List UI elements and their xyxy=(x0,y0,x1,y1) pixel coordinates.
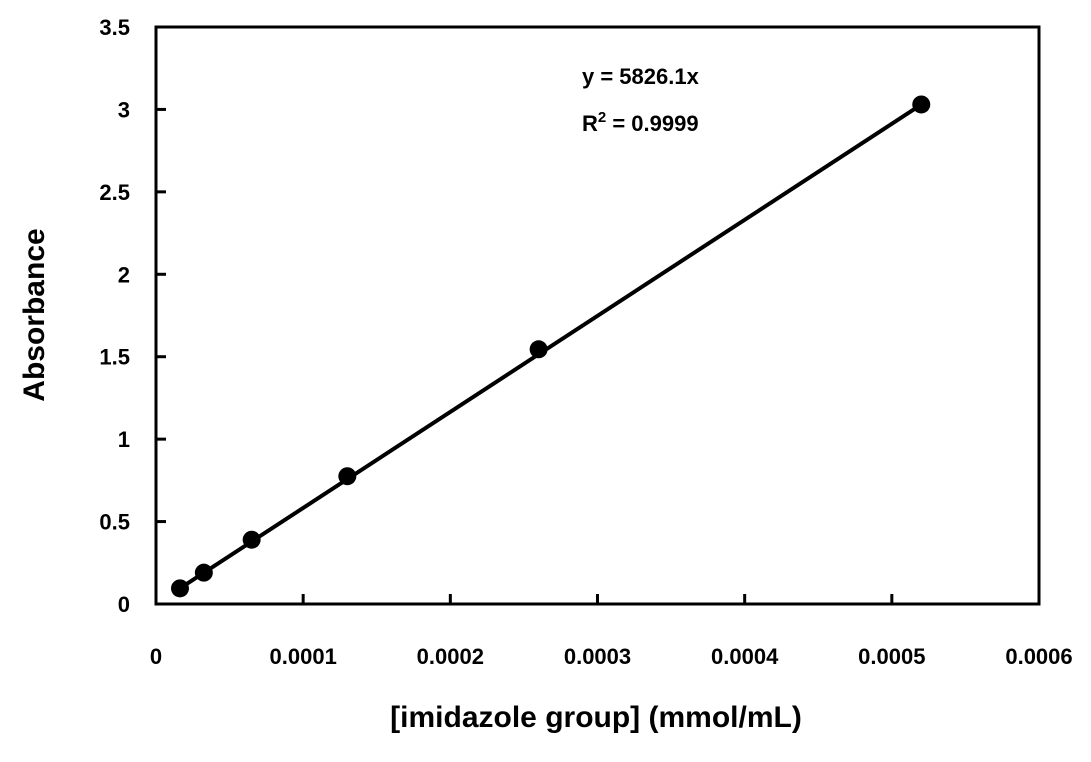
y-tick-label: 2 xyxy=(118,262,130,287)
data-point xyxy=(338,467,357,486)
trendline xyxy=(178,102,923,591)
y-axis-ticks: 0 0.5 1 1.5 2 2.5 3 3.5 xyxy=(99,15,166,617)
y-tick-label: 1.5 xyxy=(99,345,130,370)
r-squared-value: = 0.9999 xyxy=(606,111,698,136)
y-tick-label: 3.5 xyxy=(99,15,130,40)
data-point xyxy=(242,530,261,549)
y-tick-label: 1 xyxy=(118,427,130,452)
trendline-equation: y = 5826.1x xyxy=(582,64,700,89)
y-tick-label: 0 xyxy=(118,592,130,617)
data-points xyxy=(170,95,931,598)
x-tick-label: 0.0003 xyxy=(564,644,631,669)
y-tick-label: 2.5 xyxy=(99,180,130,205)
x-tick-label: 0.0005 xyxy=(858,644,925,669)
r-squared-superscript: 2 xyxy=(598,109,606,126)
r-squared-label: R2 = 0.9999 xyxy=(582,109,699,136)
data-point xyxy=(912,95,931,114)
plot-area-frame xyxy=(154,25,1041,606)
y-tick-label: 0.5 xyxy=(99,510,130,535)
x-axis-title: [imidazole group] (mmol/mL) xyxy=(390,701,802,734)
x-tick-label: 0.0001 xyxy=(270,644,337,669)
data-point xyxy=(529,340,548,359)
y-axis-title: Absorbance xyxy=(18,228,51,401)
data-point xyxy=(170,579,189,598)
x-tick-label: 0.0006 xyxy=(1005,644,1072,669)
x-tick-label: 0.0002 xyxy=(417,644,484,669)
trendline-group xyxy=(178,102,923,591)
y-tick-label: 3 xyxy=(118,97,130,122)
data-point xyxy=(194,563,213,582)
x-tick-label: 0.0004 xyxy=(711,644,779,669)
r-squared-prefix: R xyxy=(582,111,598,136)
x-tick-label: 0 xyxy=(150,644,162,669)
